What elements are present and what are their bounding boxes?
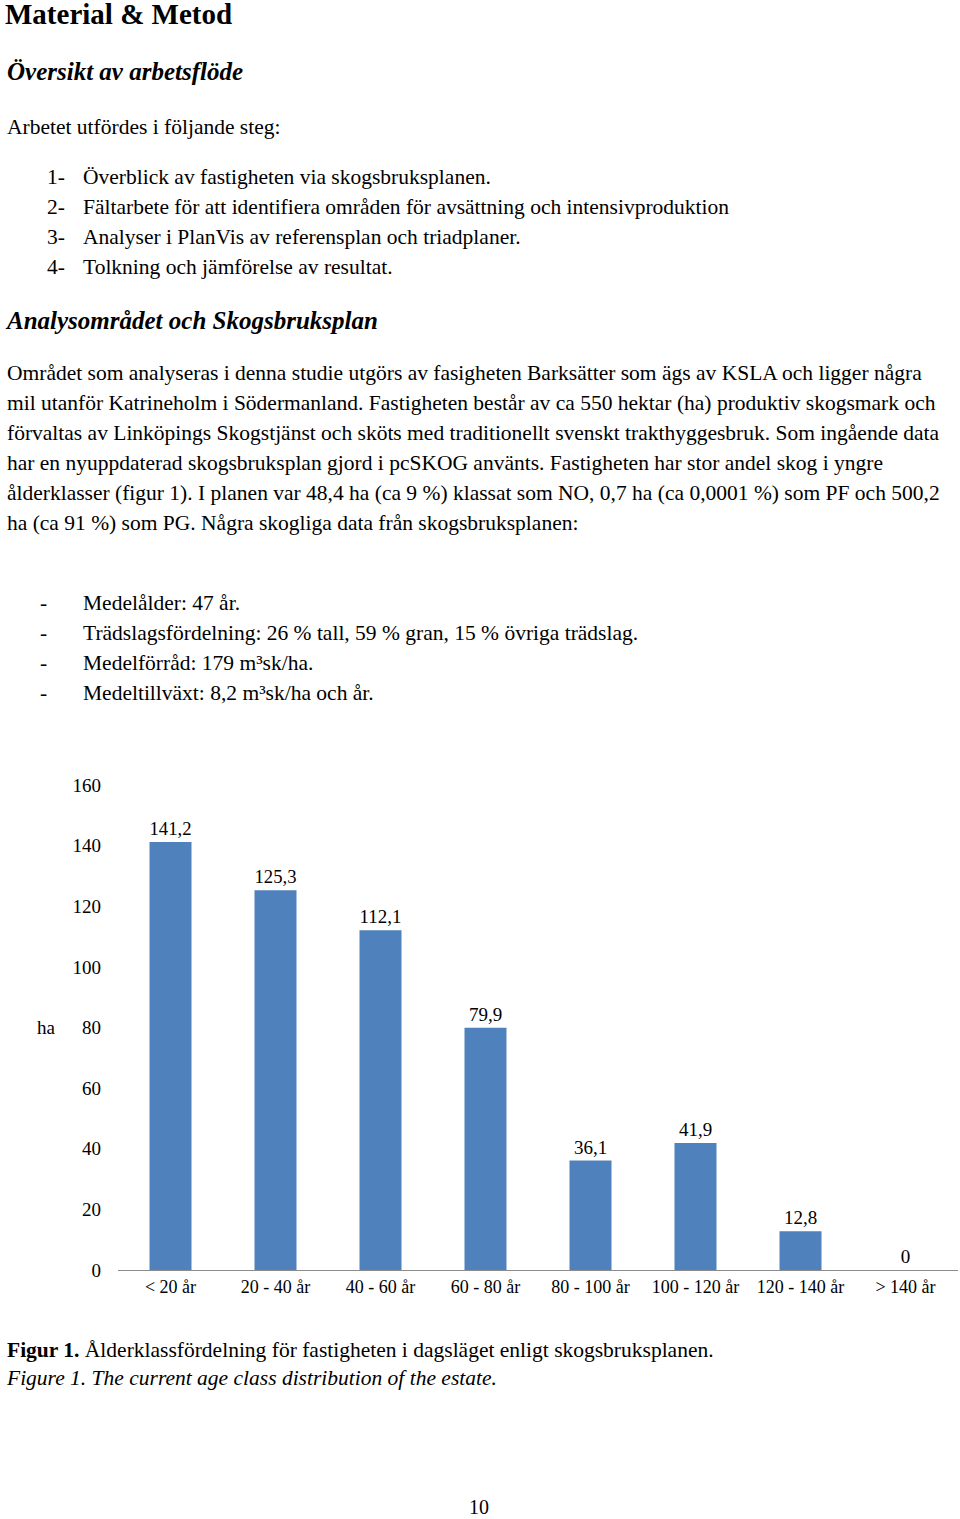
svg-text:60 - 80 år: 60 - 80 år <box>451 1277 520 1297</box>
html-text:Figure 1. The current age clas: Figure 1. The current age class distribu… <box>7 1366 497 1390</box>
html-text:Analysområdet och Skogsbrukspl: Analysområdet och Skogsbruksplan <box>7 307 378 334</box>
svg-text:79,9: 79,9 <box>469 1004 502 1025</box>
svg-text:12,8: 12,8 <box>784 1207 817 1228</box>
svg-text:40 - 60 år: 40 - 60 år <box>346 1277 415 1297</box>
svg-text:ha: ha <box>37 1017 56 1038</box>
html-text:Översikt av arbetsflöde: Översikt av arbetsflöde <box>7 58 244 85</box>
svg-text:0: 0 <box>901 1246 911 1267</box>
html-text:Medelålder: 47 år.: Medelålder: 47 år. <box>83 591 240 615</box>
svg-text:< 20 år: < 20 år <box>145 1277 196 1297</box>
svg-text:100: 100 <box>73 957 102 978</box>
html-text:Medelförråd: 179 m³sk/ha.: Medelförråd: 179 m³sk/ha. <box>83 651 314 675</box>
svg-text:140: 140 <box>73 835 102 856</box>
html-text:Analyser i PlanVis av referens: Analyser i PlanVis av referensplan och t… <box>83 225 521 249</box>
svg-text:120: 120 <box>73 896 102 917</box>
html-text:Figur 1. Ålderklassfördelning: Figur 1. Ålderklassfördelning för fastig… <box>7 1338 714 1362</box>
svg-text:160: 160 <box>73 775 102 796</box>
html-text:Medeltillväxt: 8,2 m³sk/ha och: Medeltillväxt: 8,2 m³sk/ha och år. <box>83 681 374 705</box>
svg-text:0: 0 <box>92 1260 102 1281</box>
svg-text:80 - 100 år: 80 - 100 år <box>551 1277 629 1297</box>
svg-text:100 - 120 år: 100 - 120 år <box>652 1277 739 1297</box>
html-text:Överblick av fastigheten via s: Överblick av fastigheten via skogsbruksp… <box>83 165 491 189</box>
html-text:2-: 2- <box>47 195 65 219</box>
svg-text:41,9: 41,9 <box>679 1119 712 1140</box>
svg-text:125,3: 125,3 <box>255 866 297 887</box>
html-text:4-: 4- <box>47 255 65 279</box>
html-text:3-: 3- <box>47 225 65 249</box>
svg-text:112,1: 112,1 <box>360 906 402 927</box>
html-text:Tolkning och jämförelse av res: Tolkning och jämförelse av resultat. <box>83 255 393 279</box>
svg-text:80: 80 <box>82 1017 101 1038</box>
html-text:Trädslagsfördelning: 26 % tall: Trädslagsfördelning: 26 % tall, 59 % gra… <box>83 621 639 645</box>
svg-text:120 - 140 år: 120 - 140 år <box>757 1277 844 1297</box>
svg-text:36,1: 36,1 <box>574 1137 607 1158</box>
html-text:1-: 1- <box>47 165 65 189</box>
svg-text:20 - 40 år: 20 - 40 år <box>241 1277 310 1297</box>
html-text:Arbetet utfördes i följande st: Arbetet utfördes i följande steg: <box>7 115 281 139</box>
svg-text:20: 20 <box>82 1199 101 1220</box>
svg-text:> 140 år: > 140 år <box>875 1277 935 1297</box>
svg-text:40: 40 <box>82 1138 101 1159</box>
svg-text:141,2: 141,2 <box>150 818 192 839</box>
html-text:Fältarbete för att identifiera: Fältarbete för att identifiera områden f… <box>83 195 729 219</box>
html-text:Området som analyseras i denna: Området som analyseras i denna studie ut… <box>7 361 940 535</box>
html-text:10: 10 <box>469 1496 489 1518</box>
svg-text:60: 60 <box>82 1078 101 1099</box>
